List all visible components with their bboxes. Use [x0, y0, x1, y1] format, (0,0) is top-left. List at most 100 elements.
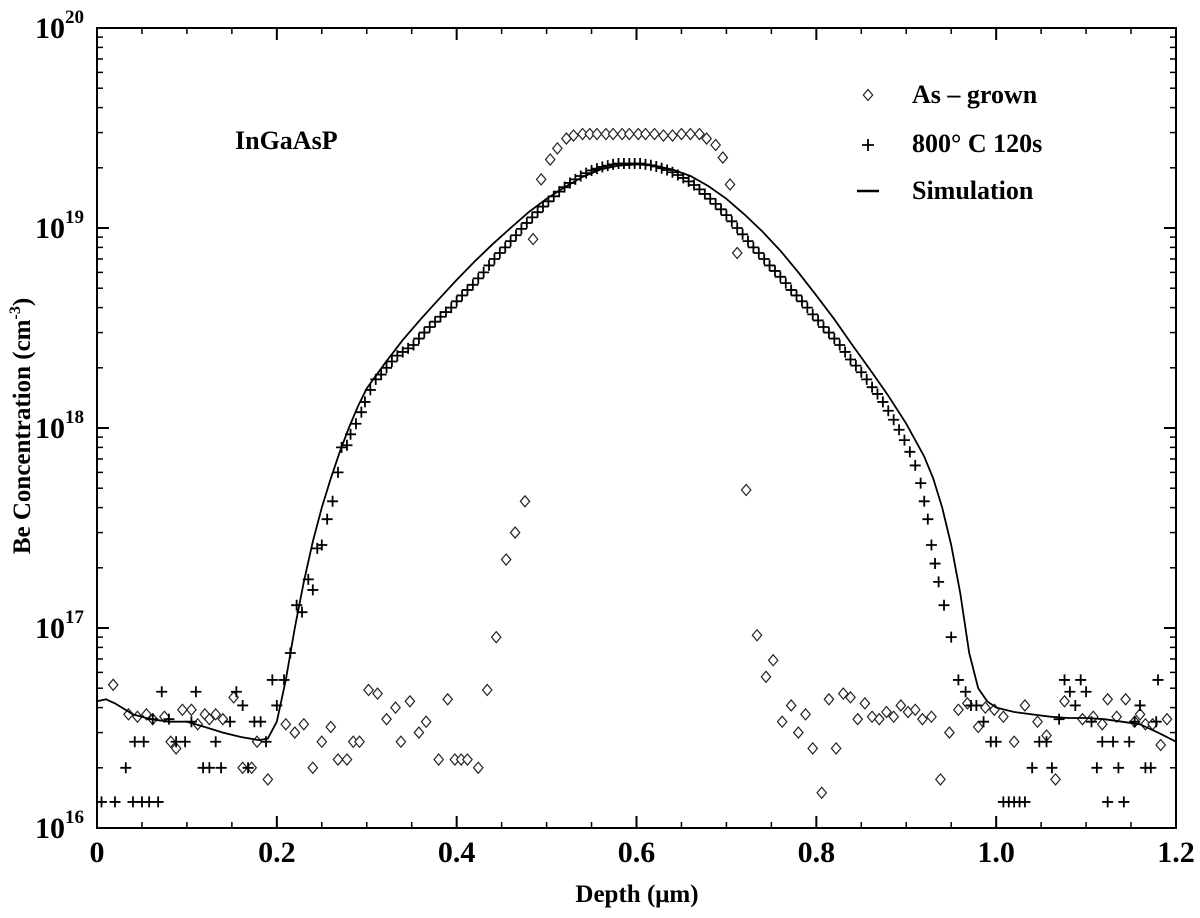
data-point-annealed — [461, 284, 473, 296]
data-point-annealed — [877, 396, 889, 408]
data-point-annealed — [699, 188, 711, 200]
x-tick-label: 0.6 — [618, 836, 656, 869]
data-point-as-grown — [925, 710, 937, 724]
data-point-as-grown — [607, 127, 619, 141]
data-point-as-grown — [472, 761, 484, 775]
data-point-as-grown — [381, 712, 392, 726]
data-point-annealed — [693, 183, 705, 195]
data-point-annealed — [990, 736, 1002, 748]
data-point-annealed — [918, 495, 930, 507]
data-point-annealed — [163, 713, 175, 725]
axes: 0 0.2 0.4 0.6 0.8 1.0 1.2 1016 1017 1018 1019 1020 — [35, 7, 1195, 869]
data-point-annealed — [828, 333, 840, 345]
data-point-annealed — [834, 339, 846, 351]
data-point-annealed — [478, 266, 490, 278]
data-point-annealed — [1059, 674, 1070, 686]
data-point-annealed — [445, 302, 457, 314]
data-point-as-grown — [584, 127, 596, 141]
data-point-annealed — [350, 418, 362, 430]
data-point-annealed — [1064, 686, 1076, 698]
data-point-annealed — [1019, 796, 1031, 808]
data-point-annealed — [938, 599, 950, 611]
legend-label-simulation: Simulation — [912, 176, 1034, 205]
data-point-as-grown — [934, 772, 946, 786]
data-point-annealed — [1069, 699, 1081, 711]
data-point-annealed — [505, 235, 517, 247]
data-point-as-grown — [859, 696, 871, 710]
data-point-as-grown — [1102, 692, 1114, 706]
data-point-annealed — [726, 215, 738, 227]
data-point-as-grown — [372, 687, 384, 701]
data-point-as-grown — [600, 127, 612, 141]
data-point-as-grown — [760, 670, 772, 684]
data-point-as-grown — [816, 786, 828, 800]
data-point-annealed — [909, 459, 921, 471]
data-point-annealed — [424, 321, 436, 333]
data-point-annealed — [602, 160, 614, 172]
data-point-annealed — [1145, 762, 1157, 774]
data-point-annealed — [152, 796, 164, 808]
data-point-annealed — [532, 206, 544, 218]
data-point-annealed — [780, 277, 792, 289]
data-point-annealed — [704, 193, 716, 205]
data-point-annealed — [925, 539, 937, 551]
y-tick-label: 1016 — [35, 807, 84, 845]
data-point-annealed — [1053, 713, 1065, 725]
data-point-annealed — [120, 762, 132, 774]
data-point-annealed — [179, 736, 191, 748]
data-point-annealed — [945, 631, 957, 643]
data-point-annealed — [845, 354, 857, 366]
data-point-annealed — [156, 686, 168, 698]
data-point-as-grown — [693, 127, 705, 141]
x-tick-label: 0.8 — [798, 836, 836, 869]
data-point-annealed — [1080, 686, 1092, 698]
legend-marker-as-grown — [862, 88, 874, 102]
data-point-annealed — [898, 434, 910, 446]
data-point-annealed — [796, 295, 808, 307]
x-axis-title: Depth (μm) — [575, 881, 698, 908]
data-point-as-grown — [395, 735, 407, 749]
data-point-as-grown — [830, 741, 842, 755]
y-tick-label: 1018 — [35, 407, 84, 445]
data-point-annealed — [791, 289, 803, 301]
data-point-as-grown — [658, 129, 669, 142]
data-point-annealed — [715, 203, 727, 215]
data-point-annealed — [1091, 762, 1103, 774]
data-point-annealed — [915, 477, 927, 489]
data-point-annealed — [1112, 762, 1124, 774]
data-point-annealed — [753, 247, 765, 259]
data-point-as-grown — [1008, 735, 1020, 749]
legend: As – grown 800° C 120s Simulation — [857, 80, 1042, 205]
data-point-annealed — [1096, 736, 1108, 748]
data-point-annealed — [1075, 674, 1087, 686]
data-point-annealed — [801, 302, 813, 314]
data-point-as-grown — [325, 720, 337, 734]
data-point-as-grown — [107, 678, 119, 692]
data-point-annealed — [215, 762, 227, 774]
data-point-annealed — [291, 599, 303, 611]
legend-label-annealed: 800° C 120s — [912, 129, 1042, 158]
y-axis-title-close: ) — [9, 298, 36, 306]
data-point-as-grown — [298, 717, 310, 731]
data-point-annealed — [499, 241, 511, 253]
data-point-as-grown — [413, 726, 425, 740]
data-point-annealed — [494, 247, 506, 259]
data-point-as-grown — [873, 712, 885, 726]
data-point-as-grown — [823, 692, 835, 706]
data-point-as-grown — [1111, 710, 1123, 724]
data-point-as-grown — [307, 761, 319, 775]
series-2 — [96, 163, 1177, 743]
data-point-annealed — [429, 316, 441, 328]
data-point-as-grown — [203, 712, 215, 726]
data-point-annealed — [510, 229, 522, 241]
data-point-annealed — [818, 321, 830, 333]
data-point-as-grown — [509, 526, 521, 540]
data-point-annealed — [1150, 716, 1162, 728]
data-point-as-grown — [527, 232, 539, 246]
data-point-as-grown — [568, 129, 580, 142]
data-point-as-grown — [354, 735, 366, 749]
data-point-annealed — [861, 373, 873, 385]
data-point-annealed — [929, 558, 941, 570]
data-point-as-grown — [632, 127, 644, 141]
data-point-annealed — [321, 513, 333, 525]
